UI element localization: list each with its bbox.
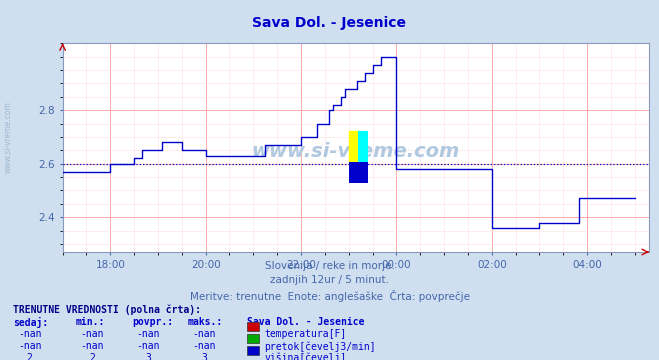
Text: zadnjih 12ur / 5 minut.: zadnjih 12ur / 5 minut.: [270, 275, 389, 285]
Bar: [349, 131, 358, 162]
Text: 2: 2: [90, 353, 95, 360]
Text: -nan: -nan: [80, 329, 104, 339]
Text: Meritve: trenutne  Enote: anglešaške  Črta: povprečje: Meritve: trenutne Enote: anglešaške Črta…: [190, 290, 469, 302]
Text: povpr.:: povpr.:: [132, 317, 173, 327]
Text: -nan: -nan: [18, 341, 42, 351]
Text: -nan: -nan: [192, 329, 216, 339]
Text: -nan: -nan: [18, 329, 42, 339]
Text: TRENUTNE VREDNOSTI (polna črta):: TRENUTNE VREDNOSTI (polna črta):: [13, 304, 201, 315]
Text: 3: 3: [146, 353, 151, 360]
Bar: [358, 131, 368, 162]
Text: -nan: -nan: [136, 341, 160, 351]
Text: sedaj:: sedaj:: [13, 317, 48, 328]
Text: Sava Dol. - Jesenice: Sava Dol. - Jesenice: [247, 317, 364, 327]
Text: pretok[čevelj3/min]: pretok[čevelj3/min]: [264, 341, 376, 352]
Text: maks.:: maks.:: [188, 317, 223, 327]
Text: Sava Dol. - Jesenice: Sava Dol. - Jesenice: [252, 16, 407, 30]
Polygon shape: [358, 131, 368, 162]
Text: -nan: -nan: [80, 341, 104, 351]
Text: višina[čevelj]: višina[čevelj]: [264, 353, 347, 360]
Text: 3: 3: [202, 353, 207, 360]
Text: 2: 2: [27, 353, 32, 360]
Text: www.si-vreme.com: www.si-vreme.com: [3, 101, 13, 173]
Text: www.si-vreme.com: www.si-vreme.com: [252, 142, 460, 161]
Text: Slovenija / reke in morje.: Slovenija / reke in morje.: [264, 261, 395, 271]
Text: -nan: -nan: [192, 341, 216, 351]
Text: -nan: -nan: [136, 329, 160, 339]
Polygon shape: [349, 131, 358, 162]
Bar: [349, 162, 368, 183]
Text: min.:: min.:: [76, 317, 105, 327]
Text: temperatura[F]: temperatura[F]: [264, 329, 347, 339]
